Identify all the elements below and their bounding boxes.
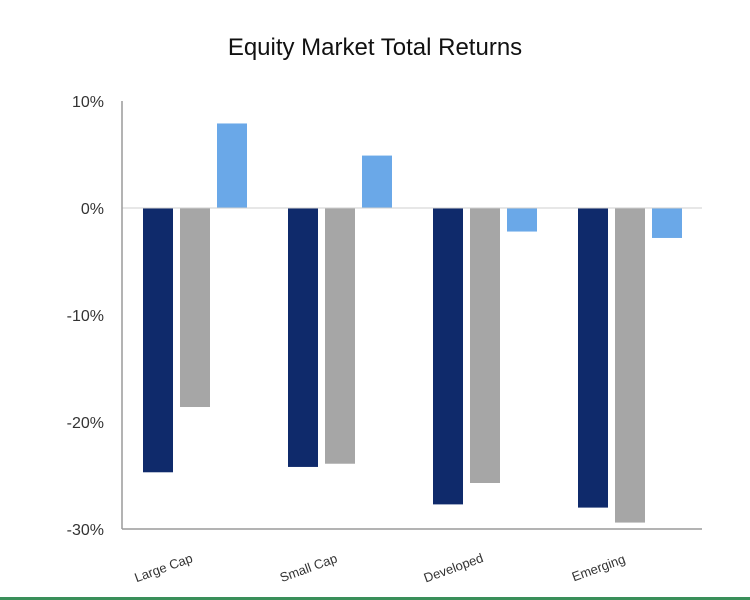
y-axis-ticks: 10% 0% -10% -20% -30% — [67, 94, 104, 539]
bar — [143, 208, 173, 473]
bar — [615, 208, 645, 523]
y-tick-label: 10% — [72, 94, 104, 111]
bar — [433, 208, 463, 505]
bars — [143, 123, 682, 523]
bar — [652, 208, 682, 238]
bottom-border — [0, 597, 750, 600]
y-tick-label: -30% — [67, 522, 104, 539]
bar — [507, 208, 537, 232]
bar — [578, 208, 608, 508]
bar — [362, 155, 392, 208]
x-category-label: Large Cap — [132, 550, 194, 585]
chart-title: Equity Market Total Returns — [228, 34, 522, 61]
bar — [180, 208, 210, 408]
bar — [325, 208, 355, 464]
bar — [288, 208, 318, 467]
x-category-label: Emerging — [570, 551, 627, 584]
bar — [470, 208, 500, 483]
y-tick-label: 0% — [81, 201, 104, 218]
y-tick-label: -10% — [67, 308, 104, 325]
x-category-label: Developed — [422, 550, 486, 585]
y-tick-label: -20% — [67, 415, 104, 432]
bar — [217, 123, 247, 208]
x-axis-category-labels: Large Cap Small Cap Developed Emerging — [132, 550, 627, 585]
x-category-label: Small Cap — [278, 550, 339, 585]
